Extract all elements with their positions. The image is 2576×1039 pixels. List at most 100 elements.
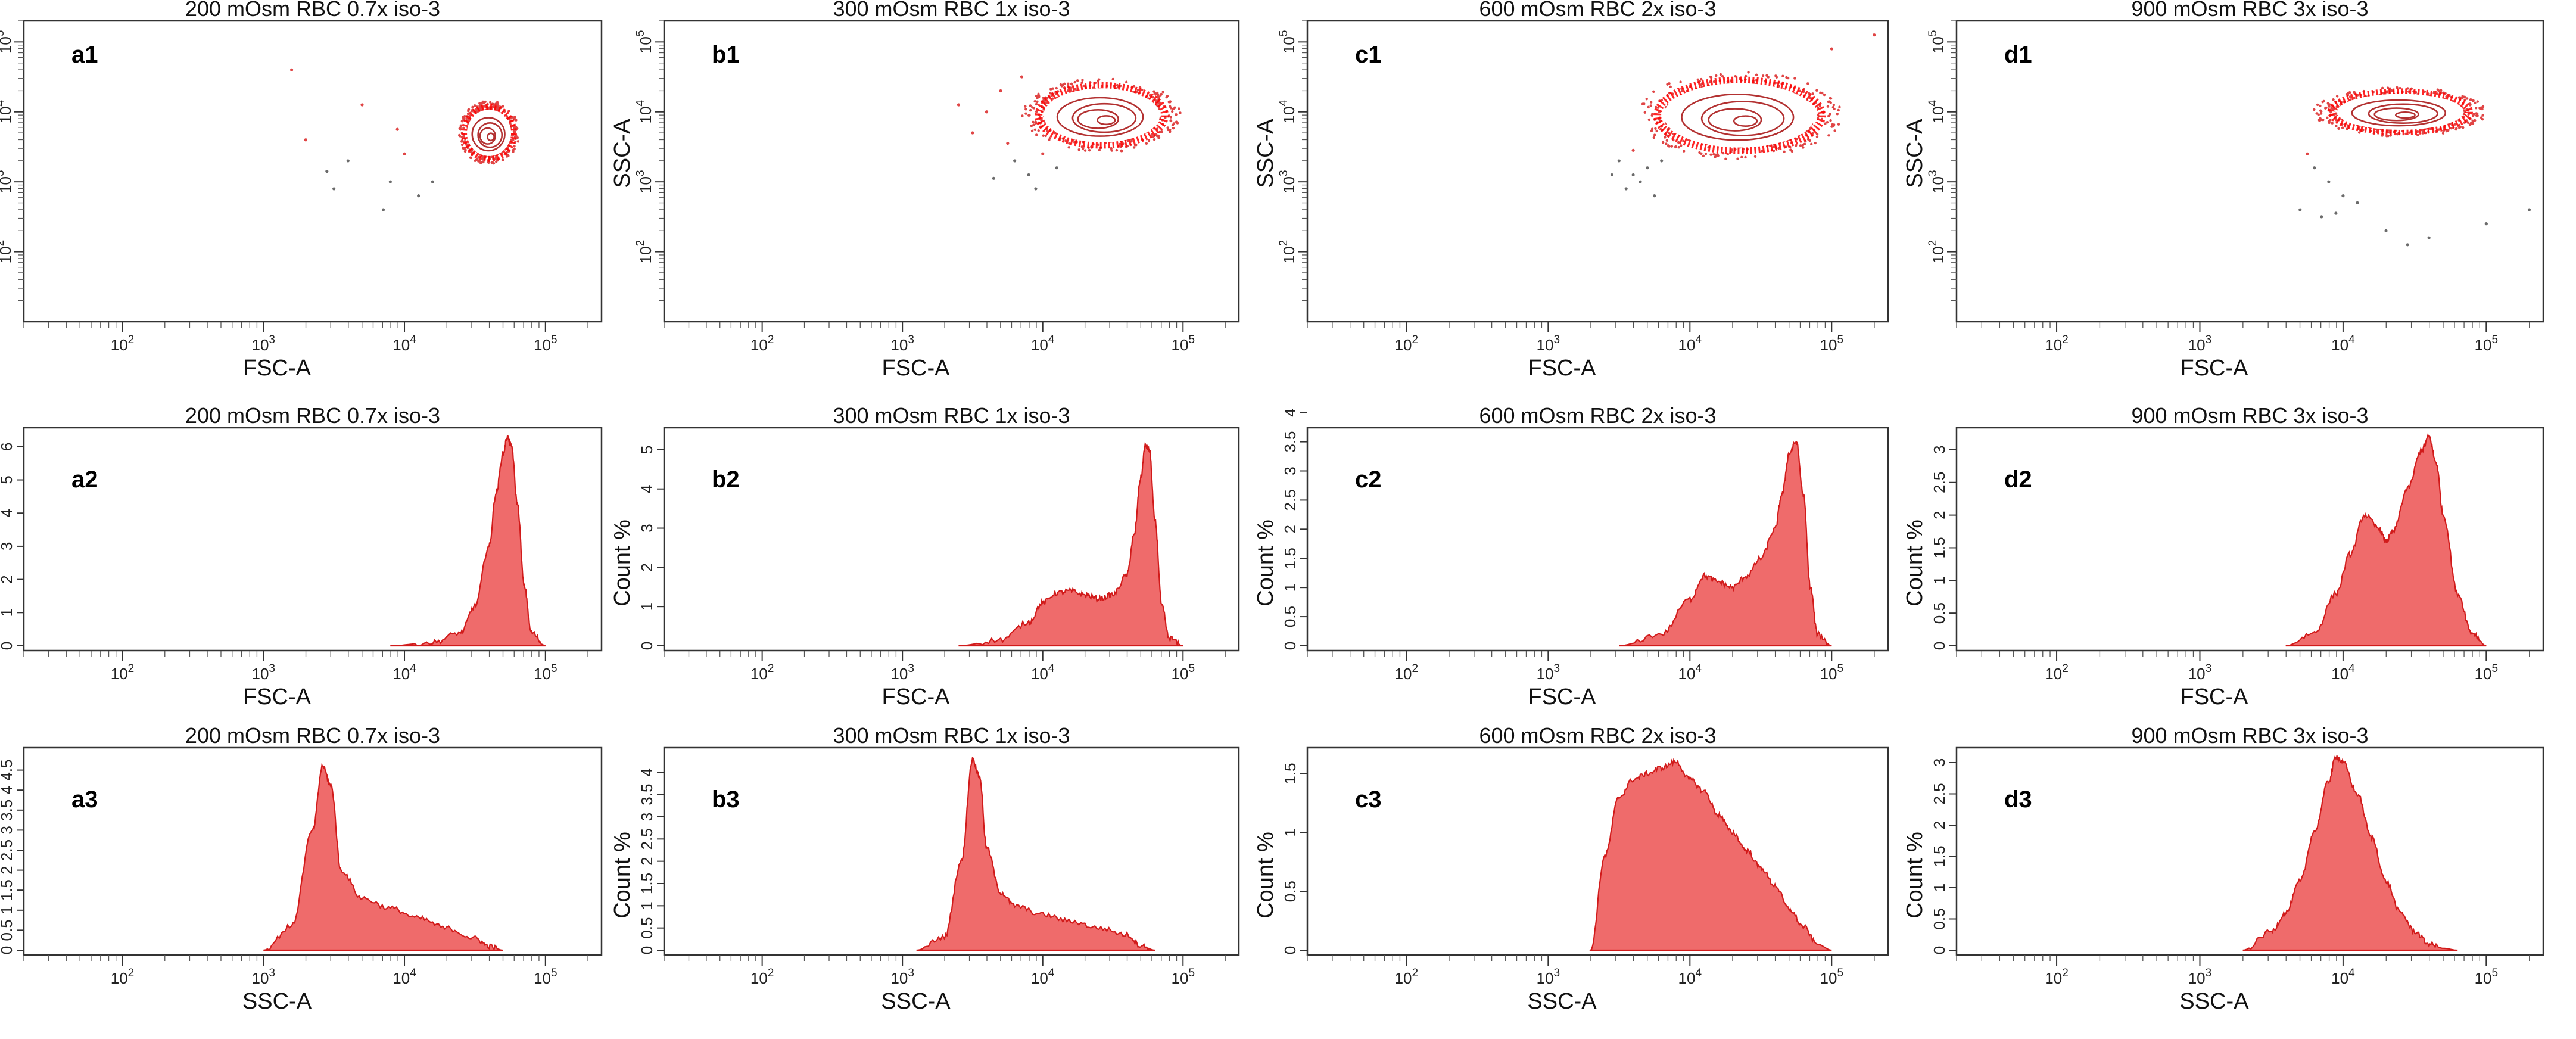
event-dot: [1029, 104, 1032, 107]
event-dot: [1066, 89, 1070, 92]
event-dot: [460, 139, 464, 142]
event-dot: [2458, 125, 2461, 128]
outlier-dot: [1830, 47, 1833, 51]
event-dot: [2474, 101, 2477, 104]
event-dot: [1716, 153, 1719, 156]
contour-line: [479, 127, 497, 145]
y-tick-label: 3.5: [0, 800, 15, 821]
outlier-dot: [1610, 173, 1614, 177]
event-dot: [474, 159, 476, 163]
y-tick-label: 0: [638, 642, 656, 650]
outlier-dot: [1624, 187, 1628, 191]
y-tick-label: 3: [1930, 446, 1948, 454]
event-dot: [1147, 139, 1151, 142]
y-axis-label: SSC-A: [1253, 119, 1278, 188]
event-dot: [1801, 144, 1804, 147]
outlier-dot: [2298, 208, 2302, 211]
event-dot: [1726, 153, 1730, 156]
y-tick-label: 105: [634, 30, 655, 54]
panel-b1: 300 mOsm RBC 1x iso-3 b1 102 103 104 105 SSC-A…: [610, 0, 1240, 381]
x-tick-label: 104: [2331, 334, 2355, 354]
panel-a2: 200 mOsm RBC 0.7x iso-3a20123456Count %1…: [0, 403, 603, 710]
outlier-dot: [2306, 152, 2309, 155]
x-tick-label: 102: [750, 662, 774, 683]
event-dot: [492, 102, 495, 106]
y-axis-label: Count %: [1902, 520, 1927, 606]
event-dot: [2475, 112, 2479, 116]
y-tick-label: 3: [1281, 466, 1299, 475]
event-dot: [1063, 82, 1066, 85]
event-dot: [1082, 147, 1085, 150]
event-dot: [1169, 100, 1172, 103]
event-dot: [502, 158, 504, 161]
panel-title: 200 mOsm RBC 0.7x iso-3: [185, 0, 440, 21]
event-dot: [2375, 128, 2378, 131]
y-tick-label: 0: [0, 946, 15, 954]
y-tick-label: 0.5: [1930, 908, 1948, 929]
y-tick-label: 4: [0, 509, 15, 517]
event-dot: [1794, 144, 1798, 147]
panel-title: 900 mOsm RBC 3x iso-3: [2131, 723, 2368, 748]
outlier-dot: [360, 103, 364, 107]
panel-d1: 900 mOsm RBC 3x iso-3 d1 102 103 104 105 SSC-A…: [1902, 0, 2544, 381]
x-tick-label: 103: [1537, 967, 1560, 987]
event-dot: [2317, 119, 2320, 122]
x-tick-label: 104: [393, 334, 416, 354]
x-tick-label: 104: [393, 967, 416, 987]
event-dot: [516, 136, 519, 139]
event-dot: [2481, 118, 2484, 121]
event-dot: [1680, 144, 1683, 147]
outlier-dot: [2334, 211, 2338, 215]
event-dot: [1171, 110, 1174, 113]
y-tick-label: 0.5: [1930, 602, 1948, 624]
event-dot: [2476, 114, 2479, 117]
event-dot: [482, 101, 485, 105]
event-dot: [1173, 106, 1176, 109]
y-tick-label: 0: [0, 642, 15, 650]
contour-line: [1097, 115, 1116, 126]
y-tick-label: 1: [1281, 583, 1299, 592]
event-dot: [1833, 107, 1836, 111]
event-dot: [470, 110, 474, 113]
event-dot: [1135, 144, 1138, 147]
y-tick-label: 5: [0, 475, 15, 484]
event-dot: [1722, 151, 1725, 155]
y-axis-label: Count %: [1253, 520, 1278, 606]
event-dot: [1698, 151, 1701, 154]
event-dot: [1156, 93, 1160, 97]
event-dot: [1789, 148, 1792, 151]
event-dot: [1803, 142, 1806, 145]
event-dot: [2315, 112, 2318, 115]
histogram-area: [1589, 758, 1832, 951]
outlier-dot: [1653, 194, 1656, 198]
y-tick-label: 4.5: [0, 760, 15, 781]
y-tick-label: 2.5: [1281, 489, 1299, 511]
outlier-dot: [1660, 159, 1664, 163]
panel-label: a3: [71, 786, 98, 813]
panel-label: a2: [71, 466, 98, 493]
event-dot: [1650, 101, 1653, 104]
event-dot: [1655, 129, 1658, 133]
event-dot: [1650, 127, 1654, 130]
outlier-dot: [395, 127, 399, 131]
event-dot: [1116, 83, 1119, 87]
event-dot: [2462, 126, 2465, 129]
panel-title: 300 mOsm RBC 1x iso-3: [833, 403, 1070, 428]
event-dot: [2328, 105, 2331, 108]
event-dot: [515, 119, 518, 122]
outlier-dot: [290, 68, 294, 71]
y-tick-label: 1: [638, 901, 656, 910]
panel-a1: 200 mOsm RBC 0.7x iso-3a1102103104105SSC…: [0, 0, 603, 381]
event-dot: [1111, 77, 1114, 81]
outlier-dot: [2320, 215, 2323, 219]
y-tick-label: 4: [0, 786, 15, 794]
event-dot: [1838, 105, 1841, 108]
event-dot: [2437, 128, 2440, 131]
x-tick-label: 105: [1172, 967, 1195, 987]
x-tick-label: 105: [1172, 334, 1195, 354]
y-axis-label: Count %: [1902, 832, 1927, 919]
panel-title: 200 mOsm RBC 0.7x iso-3: [185, 723, 440, 748]
event-dot: [2348, 91, 2351, 94]
event-dot: [1744, 155, 1747, 159]
